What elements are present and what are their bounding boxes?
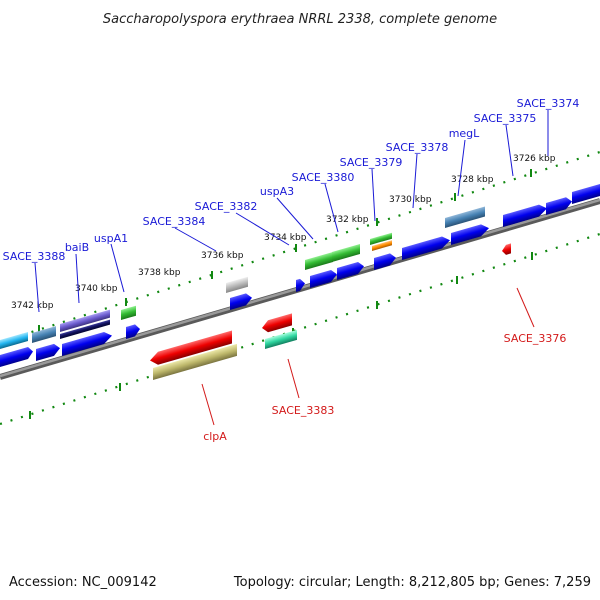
- gene-label: SACE_3376: [504, 332, 567, 345]
- gene-label: baiB: [65, 241, 89, 254]
- leader-line: [505, 124, 514, 177]
- gene-feature-uspa3: [296, 278, 305, 292]
- ruler-label: 3726 kbp: [513, 154, 556, 164]
- gene-label: SACE_3388: [3, 250, 66, 263]
- upper-ruler: [0, 150, 600, 344]
- gene-feature-sace3384: [226, 276, 248, 293]
- gene-label: clpA: [203, 430, 227, 443]
- gene-feature-sace3382: [305, 251, 333, 270]
- gene-feature-sace3380: [332, 243, 360, 262]
- gene-label: SACE_3379: [340, 156, 403, 169]
- gene-feature: [0, 331, 28, 349]
- accession-text: Accession: NC_009142: [9, 575, 157, 590]
- gene-label: SACE_3378: [386, 141, 449, 154]
- top-leader-lines: [34, 110, 549, 313]
- gene-feature-sace3375: [503, 204, 547, 227]
- gene-feature: [36, 343, 60, 361]
- map-title: Saccharopolyspora erythraea NRRL 2338, c…: [103, 12, 497, 27]
- gene-feature-uspa1: [121, 305, 136, 320]
- gene-feature: [337, 261, 364, 280]
- gene-label: megL: [449, 127, 480, 140]
- gene-labels-bottom: clpA SACE_3383 SACE_3376: [203, 332, 566, 443]
- leader-line: [235, 212, 290, 246]
- gene-labels-top: SACE_3388 baiB uspA1 SACE_3384 SACE_3382…: [3, 97, 580, 263]
- ruler-label: 3738 kbp: [138, 268, 181, 278]
- gene-feature: [265, 329, 297, 349]
- leader-line: [174, 227, 217, 252]
- leader-line: [457, 139, 466, 197]
- gene-feature: [374, 253, 396, 270]
- leader-line: [276, 197, 314, 240]
- gene-feature: [451, 224, 489, 245]
- ruler-label: 3730 kbp: [389, 195, 432, 205]
- gene-feature: [310, 269, 337, 288]
- gene-feature: [153, 343, 237, 380]
- leader-line: [516, 287, 535, 328]
- gene-label: SACE_3382: [195, 200, 258, 213]
- gene-feature: [62, 331, 112, 356]
- gene-feature: [60, 319, 110, 339]
- leader-line: [287, 358, 300, 399]
- leader-line: [75, 253, 80, 304]
- genome-summary-text: Topology: circular; Length: 8,212,805 bp…: [233, 575, 591, 590]
- leader-line: [324, 183, 339, 233]
- gene-feature-sace3374: [546, 197, 572, 215]
- ruler-label: 3736 kbp: [201, 251, 244, 261]
- gene-label: SACE_3380: [292, 171, 355, 184]
- gene-feature-clpa: [150, 330, 232, 365]
- gene-feature-megl: [445, 206, 485, 228]
- leader-line: [412, 153, 418, 209]
- reverse-features: [150, 243, 511, 380]
- gene-feature-sace3383: [262, 313, 292, 333]
- gene-feature-baib: [60, 309, 110, 332]
- gene-feature: [230, 293, 252, 310]
- ruler-label: 3742 kbp: [11, 301, 54, 311]
- leader-line: [371, 168, 376, 222]
- ruler-labels: 3742 kbp 3740 kbp 3738 kbp 3736 kbp 3734…: [11, 154, 556, 311]
- gene-feature-sace3379: [370, 232, 392, 245]
- leader-line: [110, 243, 125, 293]
- forward-features: [0, 183, 600, 367]
- ruler-label: 3728 kbp: [451, 175, 494, 185]
- gene-feature-sace3376: [502, 243, 511, 255]
- ruler-label: 3734 kbp: [264, 233, 307, 243]
- gene-feature: [572, 183, 600, 204]
- gene-label: uspA3: [260, 185, 294, 198]
- leader-line: [34, 262, 40, 313]
- ruler-label: 3740 kbp: [75, 284, 118, 294]
- leader-line: [201, 383, 215, 426]
- gene-label: SACE_3374: [517, 97, 580, 110]
- gene-feature: [126, 324, 140, 339]
- gene-feature: [372, 240, 392, 251]
- ruler-label: 3732 kbp: [326, 215, 369, 225]
- gene-feature: [0, 346, 33, 367]
- upper-ruler-ticks: [38, 169, 532, 333]
- gene-feature-sace3378: [402, 236, 450, 260]
- gene-label: SACE_3375: [474, 112, 537, 125]
- bottom-leader-lines: [201, 287, 535, 426]
- gene-label: uspA1: [94, 232, 128, 245]
- gene-label: SACE_3384: [143, 215, 206, 228]
- gene-label: SACE_3383: [272, 404, 335, 417]
- gene-feature-sace3388: [32, 326, 56, 343]
